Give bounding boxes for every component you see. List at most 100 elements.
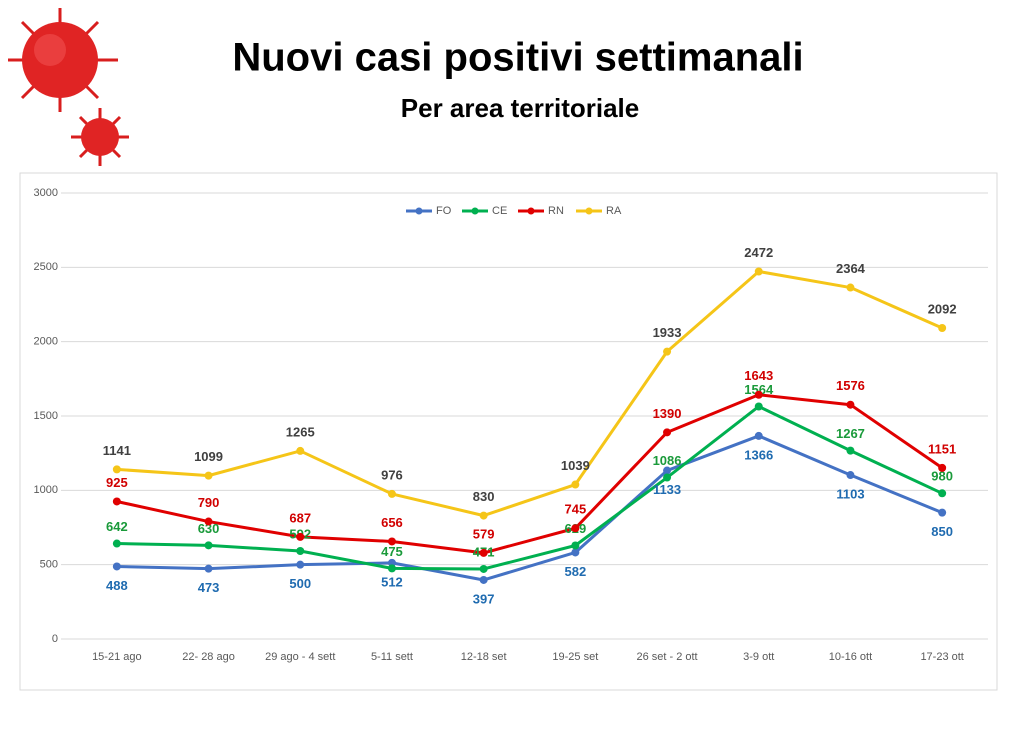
y-tick-label: 2500	[34, 261, 58, 273]
y-tick-label: 500	[40, 559, 58, 571]
x-tick-label: 17-23 ott	[920, 651, 963, 663]
data-label: 1039	[561, 458, 590, 473]
data-label: 1103	[836, 486, 864, 501]
y-tick-label: 3000	[34, 187, 58, 199]
data-point	[112, 465, 121, 474]
y-tick-label: 0	[52, 633, 58, 645]
series-line	[116, 434, 943, 582]
data-point	[754, 431, 763, 440]
data-point	[204, 517, 213, 526]
data-label: 642	[106, 519, 128, 534]
data-label: 1267	[836, 426, 865, 441]
data-label: 397	[473, 591, 495, 606]
legend-label: CE	[492, 205, 507, 217]
data-point	[296, 560, 305, 569]
data-point	[387, 537, 396, 546]
data-point	[571, 524, 580, 533]
x-tick-label: 22- 28 ago	[182, 651, 235, 663]
data-point	[571, 480, 580, 489]
data-point	[938, 508, 947, 517]
data-label: 1564	[744, 382, 774, 397]
data-point	[112, 497, 121, 506]
data-point	[663, 473, 672, 482]
data-point	[663, 347, 672, 356]
data-label: 925	[106, 475, 128, 490]
data-point	[479, 511, 488, 520]
legend-swatch	[585, 207, 593, 215]
y-tick-label: 2000	[34, 336, 58, 348]
data-label: 1366	[744, 447, 773, 462]
data-point	[387, 558, 396, 567]
data-point	[387, 564, 396, 573]
data-label: 980	[931, 469, 953, 484]
data-point	[938, 463, 947, 472]
data-label: 512	[381, 574, 403, 589]
data-point	[112, 562, 121, 571]
virus-icon	[8, 8, 129, 166]
data-label: 2472	[744, 245, 773, 260]
data-label: 475	[381, 544, 403, 559]
x-tick-label: 26 set - 2 ott	[636, 651, 697, 663]
data-point	[938, 489, 947, 498]
x-tick-label: 19-25 set	[552, 651, 598, 663]
data-label: 2364	[836, 261, 866, 276]
data-label: 1141	[103, 443, 131, 458]
y-tick-label: 1500	[34, 410, 58, 422]
legend-swatch	[471, 207, 479, 215]
chart-area	[19, 172, 998, 691]
data-label: 1133	[653, 482, 681, 497]
series-line	[116, 393, 944, 555]
legend-swatch	[415, 207, 423, 215]
data-label: 1643	[744, 368, 773, 383]
data-point	[204, 471, 213, 480]
legend-label: RN	[548, 205, 564, 217]
data-point	[754, 402, 763, 411]
legend-label: FO	[436, 205, 452, 217]
data-point	[479, 564, 488, 573]
series-line	[116, 404, 943, 571]
data-point	[754, 390, 763, 399]
data-point	[571, 548, 580, 557]
data-label: 976	[381, 467, 403, 482]
data-label: 2092	[928, 301, 957, 316]
data-label: 579	[473, 526, 495, 541]
legend-swatch	[527, 207, 535, 215]
data-label: 630	[198, 521, 220, 536]
data-label: 1086	[653, 453, 682, 468]
x-tick-label: 12-18 set	[461, 651, 507, 663]
data-point	[479, 548, 488, 557]
chart-title: Nuovi casi positivi settimanali	[232, 36, 803, 80]
data-point	[296, 546, 305, 555]
data-label: 745	[564, 502, 586, 517]
series-line	[116, 269, 943, 518]
data-point	[296, 446, 305, 455]
data-label: 790	[198, 495, 220, 510]
data-label: 850	[931, 524, 953, 539]
legend-label: RA	[606, 205, 622, 217]
data-label: 1576	[836, 378, 865, 393]
data-label: 687	[289, 510, 311, 525]
data-label: 1151	[928, 441, 956, 456]
data-label: 500	[289, 576, 311, 591]
data-label: 1933	[653, 325, 682, 340]
data-point	[846, 471, 855, 480]
x-tick-label: 15-21 ago	[92, 651, 142, 663]
data-label: 1390	[653, 406, 682, 421]
data-point	[846, 446, 855, 455]
data-point	[663, 428, 672, 437]
x-tick-label: 29 ago - 4 sett	[265, 651, 335, 663]
x-tick-label: 3-9 ott	[743, 651, 774, 663]
data-point	[571, 541, 580, 550]
data-point	[204, 541, 213, 550]
data-point	[204, 564, 213, 573]
data-label: 582	[564, 564, 586, 579]
data-point	[663, 466, 672, 475]
data-label: 488	[106, 578, 128, 593]
data-point	[938, 323, 947, 332]
x-tick-label: 10-16 ott	[829, 651, 872, 663]
data-point	[112, 539, 121, 548]
x-tick-label: 5-11 sett	[371, 651, 413, 663]
data-label: 1265	[286, 424, 315, 439]
data-point	[846, 283, 855, 292]
